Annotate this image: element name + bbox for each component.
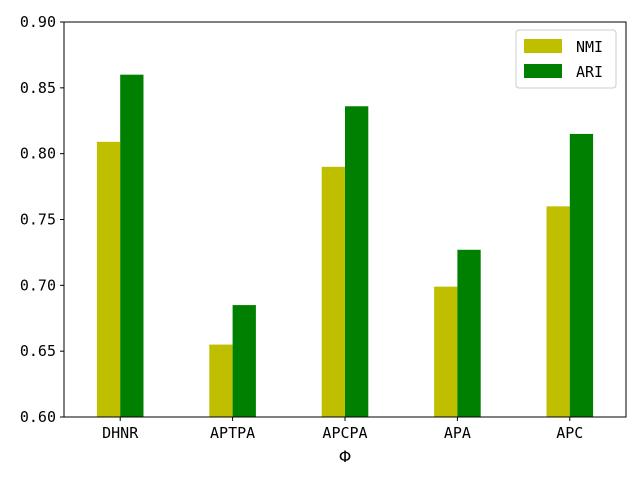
bar-ari-apc	[569, 133, 594, 417]
x-tick-label: APC	[556, 424, 583, 442]
y-tick-label: 0.85	[20, 79, 56, 97]
legend-swatch-nmi	[524, 39, 562, 53]
bar-nmi-dhnr	[96, 141, 121, 418]
bar-nmi-aptpa	[209, 344, 233, 417]
legend-label-ari: ARI	[576, 63, 603, 81]
y-tick-label: 0.60	[20, 408, 56, 426]
y-tick-label: 0.90	[20, 13, 56, 31]
bar-ari-dhnr	[120, 74, 144, 418]
bar-nmi-apcpa	[321, 166, 345, 417]
x-tick-label: DHNR	[102, 424, 139, 442]
bar-nmi-apc	[546, 206, 570, 417]
bar-ari-apa	[457, 249, 481, 417]
y-axis: 0.60 0.65 0.70 0.75 0.80 0.85 0.90	[20, 13, 64, 426]
x-axis: DHNR APTPA APCPA APA APC	[102, 417, 583, 442]
x-tick-label: APCPA	[322, 424, 367, 442]
bar-nmi-apa	[434, 286, 458, 417]
y-tick-label: 0.70	[20, 276, 56, 294]
bars-layer	[96, 74, 594, 418]
legend: NMI ARI	[515, 29, 617, 89]
y-tick-label: 0.65	[20, 342, 56, 360]
bar-ari-apcpa	[345, 106, 369, 418]
x-axis-label: Φ	[339, 447, 352, 466]
bar-ari-aptpa	[232, 305, 256, 417]
x-tick-label: APTPA	[210, 424, 255, 442]
x-tick-label: APA	[444, 424, 471, 442]
legend-label-nmi: NMI	[576, 38, 603, 56]
legend-swatch-ari	[524, 64, 562, 78]
y-tick-label: 0.80	[20, 145, 56, 163]
y-tick-label: 0.75	[20, 211, 56, 229]
